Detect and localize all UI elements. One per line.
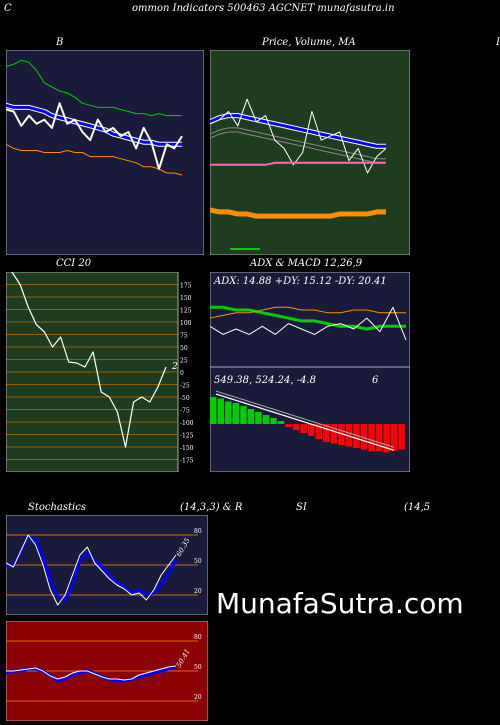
macd-bar-12 [300,424,307,433]
macd-bar-6 [255,412,262,424]
cci-last-label: 2 [171,362,178,372]
rsi-tick-label-1: 50 [194,664,202,671]
header-right-char: I [496,37,500,48]
stoch-tick-label-0: 80 [194,528,202,535]
macd-bar-11 [292,424,300,430]
macd-bar-0 [210,397,217,424]
stoch-title: Stochastics [28,502,86,513]
rsi-params: (14,5 [404,502,431,513]
cci-tick-label-12: -125 [180,433,194,440]
price-ma-title: Price, Volume, MA [262,37,356,48]
adx-subtitle: ADX: 14.88 +DY: 15.12 -DY: 20.41 [213,276,387,287]
price-ma-slow-line-a [210,127,386,160]
macd-bar-5 [247,409,255,424]
macd-line [215,393,395,451]
macd-bar-2 [225,401,232,424]
header-title: ommon Indicators 500463 AGCNET munafasut… [132,3,395,14]
cci-tick-label-0: 175 [180,283,192,290]
price-ma-long-line [210,207,386,219]
price-ma-background [210,50,410,255]
cci-tick-label-13: -150 [180,445,194,452]
bollinger-upper-band-line [6,59,182,117]
cci-tick-label-9: -50 [180,395,190,402]
macd-bar-7 [262,415,270,424]
macd-bar-23 [383,424,390,453]
stoch-params: (14,3,3) & R [180,502,243,513]
cci-tick-label-8: -25 [180,383,190,390]
price-ma-chart [210,50,410,255]
bollinger-price-line [6,102,183,170]
adx-title: ADX & MACD 12,26,9 [250,258,363,269]
cci-tick-label-10: -75 [180,408,190,415]
cci-tick-label-4: 75 [180,333,188,340]
rsi-tick-label-2: 20 [194,694,202,701]
bollinger-title: B [56,37,64,48]
bollinger-lower-band-line [6,143,183,176]
macd-last-label: 6 [372,375,379,386]
macd-bar-14 [315,424,322,439]
macd-bar-3 [232,403,240,424]
cci-tick-label-11: -100 [180,420,194,427]
macd-bar-9 [277,421,285,424]
macd-bar-1 [217,398,224,424]
macd-subtitle: 549.38, 524.24, -4.8 [214,375,316,386]
macd-bar-25 [398,424,405,450]
header-left-char: C [4,3,12,14]
macd-bar-8 [270,418,277,424]
cci-tick-label-3: 100 [180,320,192,327]
bollinger-background [6,50,204,255]
stoch-tick-label-1: 50 [194,558,202,565]
macd-bar-10 [285,424,292,427]
macd-bar-4 [240,406,247,424]
bollinger-chart [6,50,204,255]
macd-bar-13 [308,424,315,436]
rsi-d-line [6,665,177,681]
cci-chart: 175 150 125 100 75 50 25 0 -25 -50 -75 -100 -125 -150… [6,272,194,472]
stoch-tick-label-2: 20 [194,588,202,595]
cci-tick-label-14: -175 [180,458,194,465]
macd-bar-18 [345,424,353,447]
macd-bar-16 [330,424,338,444]
cci-title: CCI 20 [56,258,92,269]
rsi-tick-label-0: 80 [194,634,202,641]
macd-bar-19 [353,424,360,448]
price-close-line [210,98,387,174]
cci-tick-label-6: 25 [180,358,188,365]
cci-line [11,272,167,448]
cci-tick-label-5: 50 [180,345,188,352]
price-ma-pink-line [210,161,386,166]
macd-bar-15 [323,424,330,442]
macd-bar-20 [360,424,368,450]
rsi-title: SI [296,502,307,513]
stoch-d-line [6,534,177,606]
macd-bar-17 [338,424,345,445]
macd-bar-24 [390,424,398,451]
cci-tick-label-1: 150 [180,295,192,302]
macd-signal-line [215,390,395,448]
adx-macd-chart: ADX: 14.88 +DY: 15.12 -DY: 20.41 549.38,… [210,272,410,472]
price-ma-fast-line [210,114,386,148]
stoch-k-line [6,535,178,602]
plus-di-line [210,306,407,341]
bollinger-middle-band-line [6,103,182,146]
adx-line [210,305,406,331]
cci-tick-label-7: 0 [180,370,184,377]
macd-bar-22 [375,424,383,451]
cci-tick-label-2: 125 [180,308,192,315]
price-ma-slow-line-b [210,131,386,164]
watermark: MunafaSutra.com [216,587,464,620]
macd-bar-21 [368,424,375,451]
minus-di-line [210,306,406,319]
